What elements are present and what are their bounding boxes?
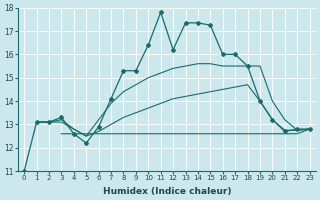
X-axis label: Humidex (Indice chaleur): Humidex (Indice chaleur)	[103, 187, 231, 196]
